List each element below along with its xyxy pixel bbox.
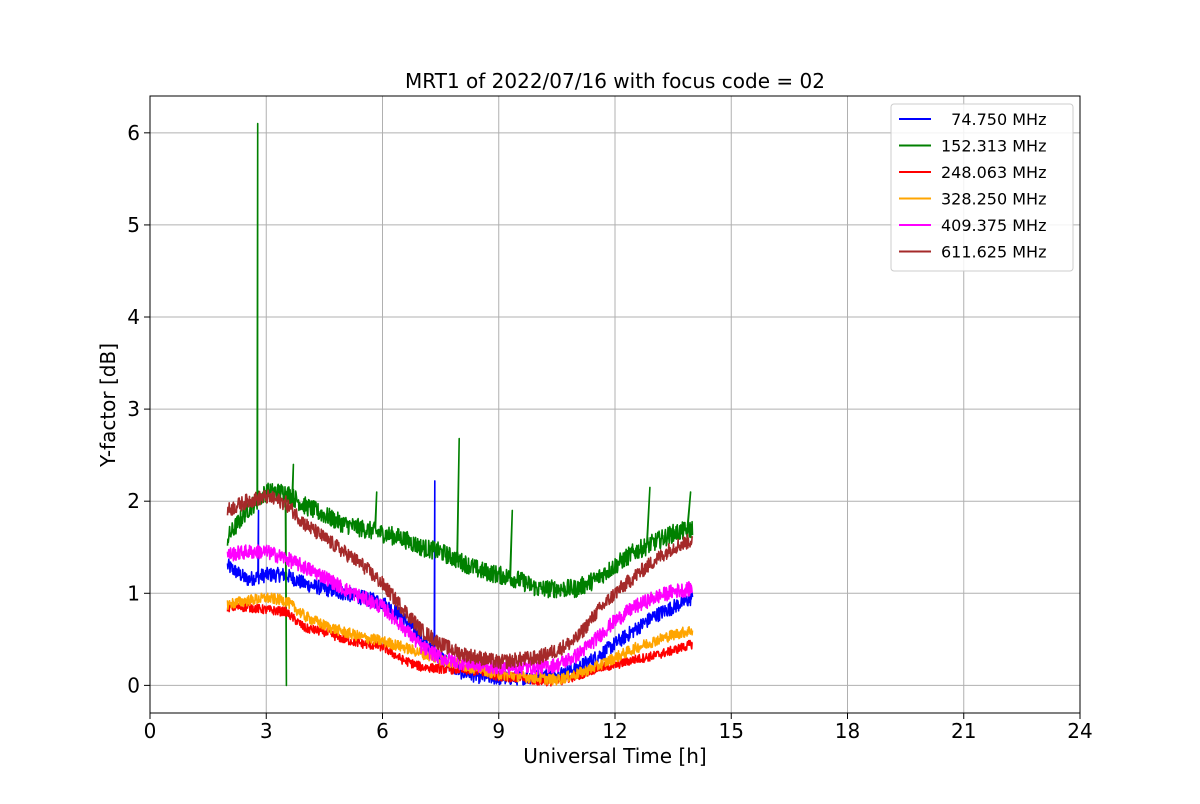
- x-tick-label: 6: [376, 719, 389, 743]
- legend-label: 248.063 MHz: [941, 163, 1046, 182]
- y-axis-label: Y-factor [dB]: [96, 343, 120, 468]
- x-tick-label: 0: [144, 719, 157, 743]
- y-axis: 0 1 2 3 4 5 6: [127, 121, 150, 697]
- x-tick-label: 3: [260, 719, 273, 743]
- x-tick-label: 15: [719, 719, 744, 743]
- legend-label: 152.313 MHz: [941, 137, 1046, 156]
- x-tick-label: 12: [602, 719, 627, 743]
- y-tick-label: 6: [127, 121, 140, 145]
- series-layer: [226, 122, 694, 687]
- y-tick-label: 0: [127, 673, 140, 697]
- y-tick-label: 2: [127, 489, 140, 513]
- y-tick-label: 4: [127, 305, 140, 329]
- x-axis: 0 3 6 9 12 15 18 21 24: [144, 713, 1093, 743]
- legend: 74.750 MHz 152.313 MHz 248.063 MHz 328.250 …: [890, 103, 1074, 272]
- series-line: [226, 544, 693, 675]
- series-6: [226, 489, 694, 670]
- legend-label: 611.625 MHz: [941, 243, 1046, 262]
- legend-label: 328.250 MHz: [941, 190, 1046, 209]
- y-tick-label: 3: [127, 397, 140, 421]
- y-tick-label: 1: [127, 581, 140, 605]
- series-line: [226, 122, 694, 687]
- legend-label: 409.375 MHz: [941, 216, 1046, 235]
- x-tick-label: 18: [835, 719, 860, 743]
- x-tick-label: 21: [951, 719, 976, 743]
- y-tick-label: 5: [127, 213, 140, 237]
- series-line: [226, 489, 694, 670]
- x-tick-label: 9: [492, 719, 505, 743]
- series-5: [226, 544, 693, 675]
- x-axis-label: Universal Time [h]: [523, 744, 706, 768]
- legend-label: 74.750 MHz: [941, 110, 1046, 129]
- series-2: [226, 122, 694, 687]
- legend-box: [890, 103, 1074, 272]
- chart-title: MRT1 of 2022/07/16 with focus code = 02: [405, 69, 825, 93]
- x-tick-label: 24: [1067, 719, 1092, 743]
